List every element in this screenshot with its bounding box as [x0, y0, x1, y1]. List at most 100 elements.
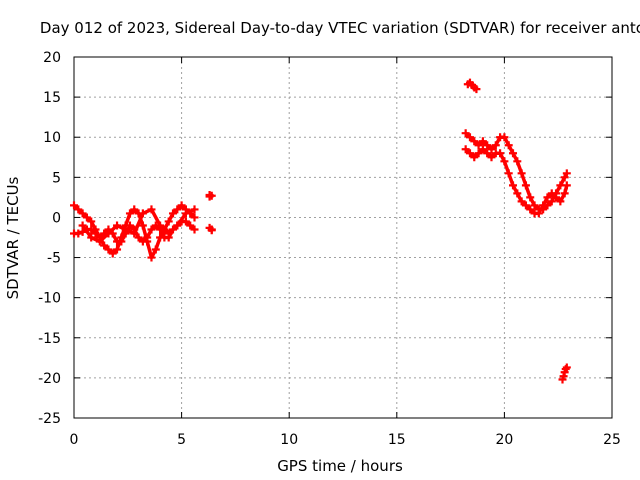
data-point — [147, 225, 156, 234]
data-point — [134, 233, 143, 242]
data-point — [530, 201, 539, 210]
data-point — [562, 363, 571, 372]
y-tick-label: 5 — [52, 170, 61, 186]
data-point — [483, 141, 492, 150]
data-point — [465, 133, 474, 142]
x-axis: 0 5 10 15 20 25 — [70, 57, 621, 448]
x-tick-label: 5 — [177, 432, 186, 448]
data-point — [517, 169, 526, 178]
data-point — [513, 189, 522, 198]
data-point — [151, 245, 160, 254]
series-7 — [558, 363, 571, 384]
series-2 — [78, 205, 199, 246]
data-point — [560, 173, 569, 182]
x-tick-label: 15 — [388, 432, 406, 448]
data-point — [552, 193, 561, 202]
data-point — [104, 245, 113, 254]
data-point — [138, 221, 147, 230]
data-point — [104, 229, 113, 238]
series-trace — [81, 207, 196, 244]
data-point — [465, 149, 474, 158]
data-point — [117, 237, 126, 246]
data-point — [190, 225, 199, 234]
x-tick-label: 0 — [70, 432, 79, 448]
data-point — [478, 145, 487, 154]
grid — [74, 57, 612, 418]
data-point — [91, 229, 100, 238]
data-point — [504, 141, 513, 150]
data-point — [526, 205, 535, 214]
data-point — [207, 226, 216, 235]
series-4 — [463, 78, 481, 94]
data-point — [164, 229, 173, 238]
data-point — [130, 205, 139, 214]
data-point — [156, 221, 165, 230]
y-tick-label: 10 — [43, 130, 61, 146]
data-point — [521, 181, 530, 190]
x-tick-label: 20 — [495, 432, 513, 448]
data-point — [108, 249, 117, 258]
series-3 — [205, 190, 216, 235]
data-point — [121, 225, 130, 234]
data-point — [487, 145, 496, 154]
data-point — [181, 217, 190, 226]
y-tick-label: 0 — [52, 210, 61, 226]
data-point — [78, 221, 87, 230]
data-point — [207, 191, 216, 200]
data-point — [547, 189, 556, 198]
data-point — [143, 233, 152, 242]
data-point — [472, 85, 481, 94]
data-point — [500, 133, 509, 142]
data-point — [483, 149, 492, 158]
data-point — [487, 153, 496, 162]
data-point — [70, 201, 78, 210]
series-6 — [461, 145, 571, 218]
data-point — [113, 245, 122, 254]
data-point — [474, 141, 483, 150]
data-point — [470, 137, 479, 146]
data-point — [556, 197, 565, 206]
data-point — [87, 233, 96, 242]
data-point — [562, 169, 571, 178]
y-tick-label: -15 — [38, 331, 61, 347]
y-tick-label: -5 — [47, 251, 61, 267]
data-point — [517, 197, 526, 206]
data-point — [526, 193, 535, 202]
data-point — [509, 149, 518, 158]
data-point — [521, 201, 530, 210]
chart-title: Day 012 of 2023, Sidereal Day-to-day VTE… — [40, 19, 640, 37]
x-tick-label: 10 — [280, 432, 298, 448]
series-5 — [461, 129, 571, 214]
data-point — [74, 229, 83, 238]
data-point — [461, 129, 470, 138]
data-point — [168, 209, 177, 218]
y-tick-label: -20 — [38, 371, 61, 387]
data-point — [173, 221, 182, 230]
data-point — [87, 225, 96, 234]
data-point — [534, 209, 543, 218]
plot-frame — [73, 56, 613, 419]
data-point — [181, 209, 190, 218]
data-point — [562, 181, 571, 190]
y-tick-label: 15 — [43, 90, 61, 106]
data-point — [513, 157, 522, 166]
x-tick-label: 25 — [603, 432, 621, 448]
data-point — [190, 205, 199, 214]
data-point — [138, 237, 147, 246]
data-point — [474, 149, 483, 158]
data-point — [113, 221, 122, 230]
data-point — [539, 201, 548, 210]
data-points — [70, 78, 571, 384]
y-tick-label: -25 — [38, 411, 61, 427]
data-point — [186, 221, 195, 230]
data-point — [87, 217, 96, 226]
data-point — [547, 197, 556, 206]
y-axis-label: SDTVAR / TECUs — [4, 176, 22, 299]
data-point — [147, 253, 156, 262]
data-point — [125, 221, 134, 230]
data-point — [190, 213, 199, 222]
data-point — [95, 237, 104, 246]
data-point — [138, 209, 147, 218]
data-point — [125, 209, 134, 218]
y-tick-label: -10 — [38, 291, 61, 307]
